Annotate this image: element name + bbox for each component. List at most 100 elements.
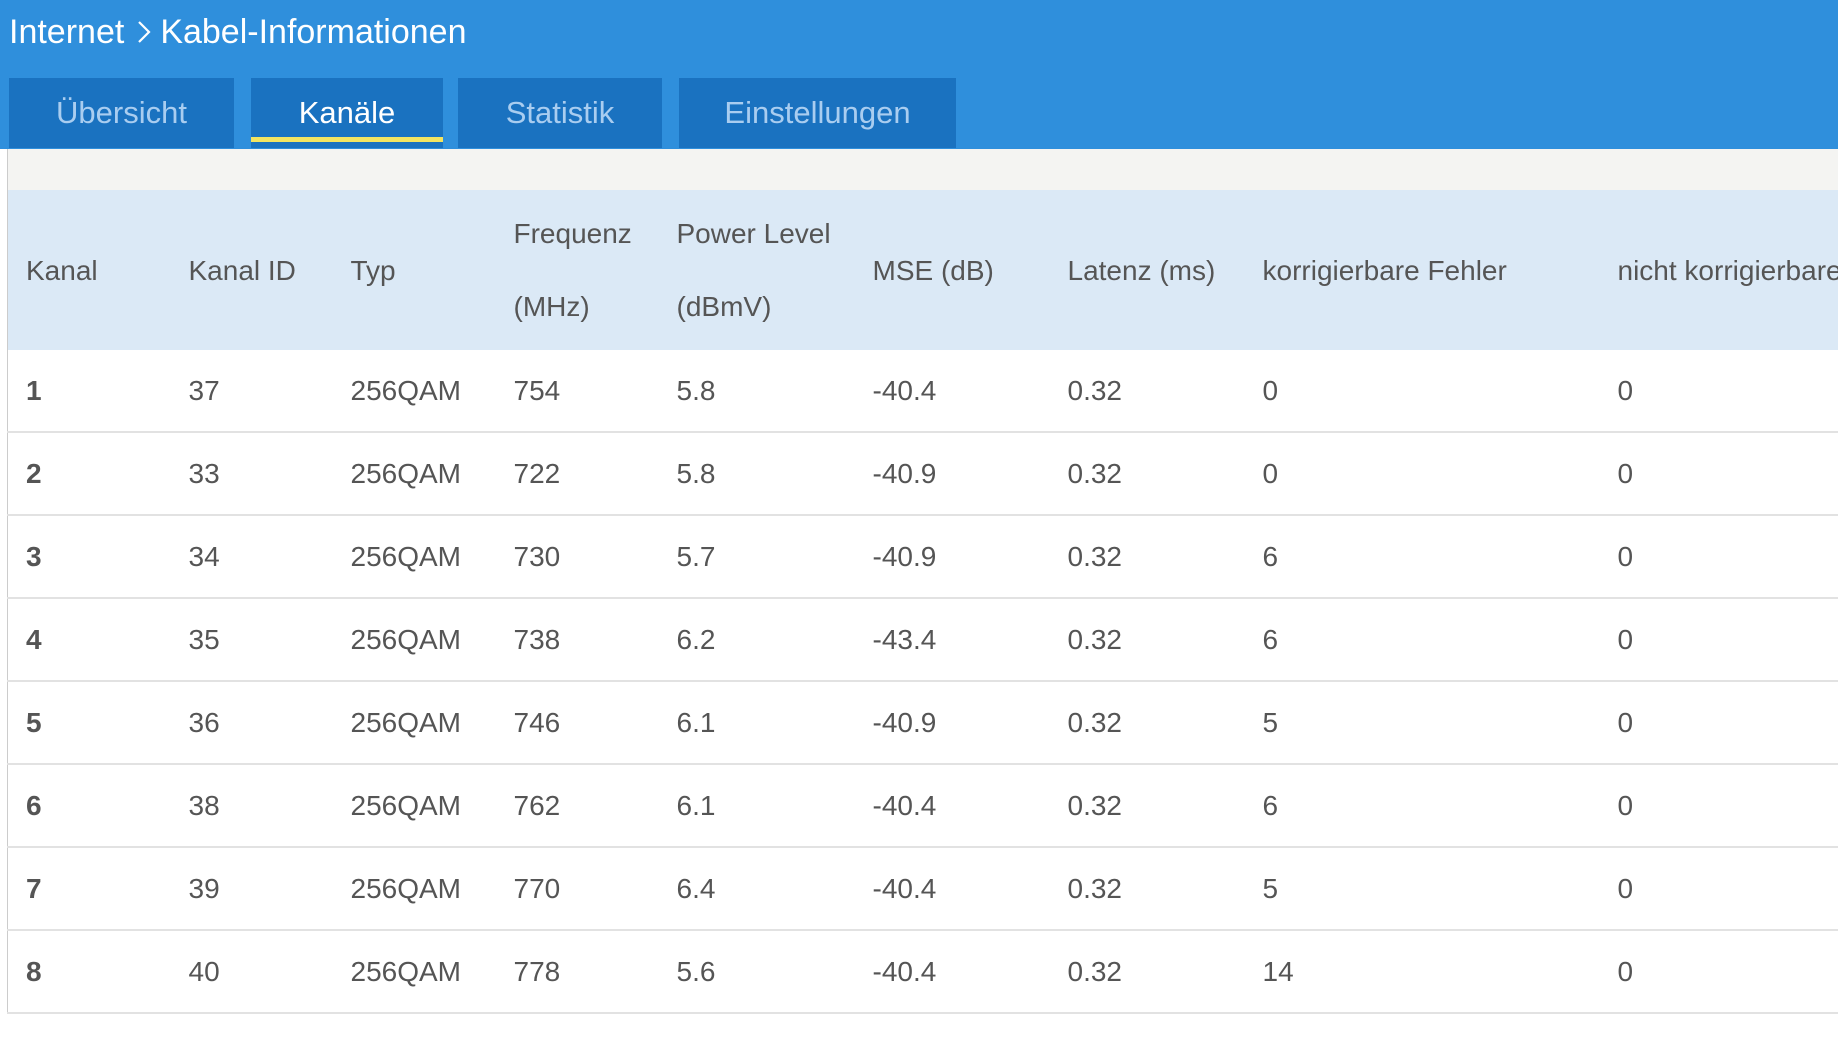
table-cell: 0 <box>1599 598 1838 682</box>
tab[interactable]: Statistik <box>458 78 662 148</box>
breadcrumb: Internet Kabel-Informationen <box>9 10 467 54</box>
table-cell: 746 <box>495 681 659 765</box>
table-cell: 0 <box>1244 350 1600 433</box>
table-cell: 256QAM <box>332 350 496 433</box>
table-cell: 3 <box>7 515 171 599</box>
table-cell: 6.2 <box>658 598 855 682</box>
table-cell: 0 <box>1599 764 1838 848</box>
table-row: 5 36 256QAM 746 6.1 -40.9 0.32 5 0 <box>7 681 1838 765</box>
column-header: Power Level (dBmV) <box>658 190 855 350</box>
tab[interactable]: Einstellungen <box>679 78 956 148</box>
table-cell: 0.32 <box>1049 515 1245 599</box>
table-cell: 34 <box>170 515 333 599</box>
table-cell: 5 <box>7 681 171 765</box>
table-row: 8 40 256QAM 778 5.6 -40.4 0.32 14 0 <box>7 930 1838 1014</box>
column-header: Frequenz (MHz) <box>495 190 659 350</box>
column-header: nicht korrigierbare Fehler <box>1599 190 1838 350</box>
breadcrumb-current: Kabel-Informationen <box>160 12 467 51</box>
table-row: 1 37 256QAM 754 5.8 -40.4 0.32 0 0 <box>7 350 1838 433</box>
toolbar-band <box>7 149 1838 190</box>
table-cell: 256QAM <box>332 764 496 848</box>
table-cell: 38 <box>170 764 333 848</box>
table-cell: 6.1 <box>658 681 855 765</box>
table-cell: 0 <box>1599 681 1838 765</box>
table-cell: 7 <box>7 847 171 931</box>
table-cell: 5 <box>1244 847 1600 931</box>
table-cell: 256QAM <box>332 432 496 516</box>
table-cell: 256QAM <box>332 930 496 1014</box>
table-row: 2 33 256QAM 722 5.8 -40.9 0.32 0 0 <box>7 432 1838 516</box>
table-cell: 6.1 <box>658 764 855 848</box>
table-cell: -40.4 <box>854 847 1050 931</box>
table-cell: 6.4 <box>658 847 855 931</box>
table-cell: 0 <box>1599 350 1838 433</box>
table-cell: 0.32 <box>1049 432 1245 516</box>
table-cell: 730 <box>495 515 659 599</box>
table-cell: 2 <box>7 432 171 516</box>
table-row: 3 34 256QAM 730 5.7 -40.9 0.32 6 0 <box>7 515 1838 599</box>
table-cell: 256QAM <box>332 681 496 765</box>
table-cell: -40.9 <box>854 432 1050 516</box>
table-cell: 738 <box>495 598 659 682</box>
breadcrumb-link[interactable]: Internet <box>9 12 125 51</box>
table-cell: 6 <box>1244 764 1600 848</box>
table-cell: 8 <box>7 930 171 1014</box>
table-cell: 37 <box>170 350 333 433</box>
table-cell: -40.9 <box>854 515 1050 599</box>
table-cell: 39 <box>170 847 333 931</box>
header-bar: Internet Kabel-Informationen Übersicht K… <box>0 0 1838 149</box>
tab[interactable]: Übersicht <box>9 78 234 148</box>
table-cell: 5.8 <box>658 432 855 516</box>
table-cell: 14 <box>1244 930 1600 1014</box>
table-cell: 754 <box>495 350 659 433</box>
column-header: MSE (dB) <box>854 190 1050 350</box>
table-row: 7 39 256QAM 770 6.4 -40.4 0.32 5 0 <box>7 847 1838 931</box>
table-cell: 0 <box>1599 847 1838 931</box>
table-cell: 1 <box>7 350 171 433</box>
column-header: Kanal ID <box>170 190 333 350</box>
table-cell: 5.8 <box>658 350 855 433</box>
header-row: Kanal Kanal ID Typ Frequenz (MHz) Power Leve… <box>7 190 1838 350</box>
table-cell: 256QAM <box>332 598 496 682</box>
table-cell: 5 <box>1244 681 1600 765</box>
table-cell: 256QAM <box>332 847 496 931</box>
table-cell: 762 <box>495 764 659 848</box>
table-cell: 33 <box>170 432 333 516</box>
table-cell: 5.6 <box>658 930 855 1014</box>
table-cell: 722 <box>495 432 659 516</box>
table-cell: 778 <box>495 930 659 1014</box>
table-cell: 36 <box>170 681 333 765</box>
table-cell: 0.32 <box>1049 350 1245 433</box>
table-cell: 256QAM <box>332 515 496 599</box>
table-cell: -40.4 <box>854 350 1050 433</box>
column-header: Latenz (ms) <box>1049 190 1245 350</box>
table-cell: 5.7 <box>658 515 855 599</box>
table-cell: -40.4 <box>854 930 1050 1014</box>
tab-active[interactable]: Kanäle <box>251 78 443 148</box>
table-cell: 6 <box>1244 598 1600 682</box>
table-cell: -40.4 <box>854 764 1050 848</box>
table-cell: 0.32 <box>1049 598 1245 682</box>
table-cell: -43.4 <box>854 598 1050 682</box>
table-row: 6 38 256QAM 762 6.1 -40.4 0.32 6 0 <box>7 764 1838 848</box>
table-cell: 0 <box>1599 930 1838 1014</box>
table-cell: 770 <box>495 847 659 931</box>
table-cell: 0.32 <box>1049 930 1245 1014</box>
table-cell: 40 <box>170 930 333 1014</box>
column-header: Typ <box>332 190 496 350</box>
table-cell: 0 <box>1599 515 1838 599</box>
table-cell: 6 <box>7 764 171 848</box>
breadcrumb-separator <box>138 21 151 43</box>
table-cell: 35 <box>170 598 333 682</box>
table-cell: 0 <box>1244 432 1600 516</box>
table-cell: 0.32 <box>1049 764 1245 848</box>
table-cell: 4 <box>7 598 171 682</box>
column-header: korrigierbare Fehler <box>1244 190 1600 350</box>
table-cell: 6 <box>1244 515 1600 599</box>
table-cell: 0 <box>1599 432 1838 516</box>
column-header: Kanal <box>7 190 171 350</box>
table-cell: -40.9 <box>854 681 1050 765</box>
table-cell: 0.32 <box>1049 847 1245 931</box>
table-cell: 0.32 <box>1049 681 1245 765</box>
